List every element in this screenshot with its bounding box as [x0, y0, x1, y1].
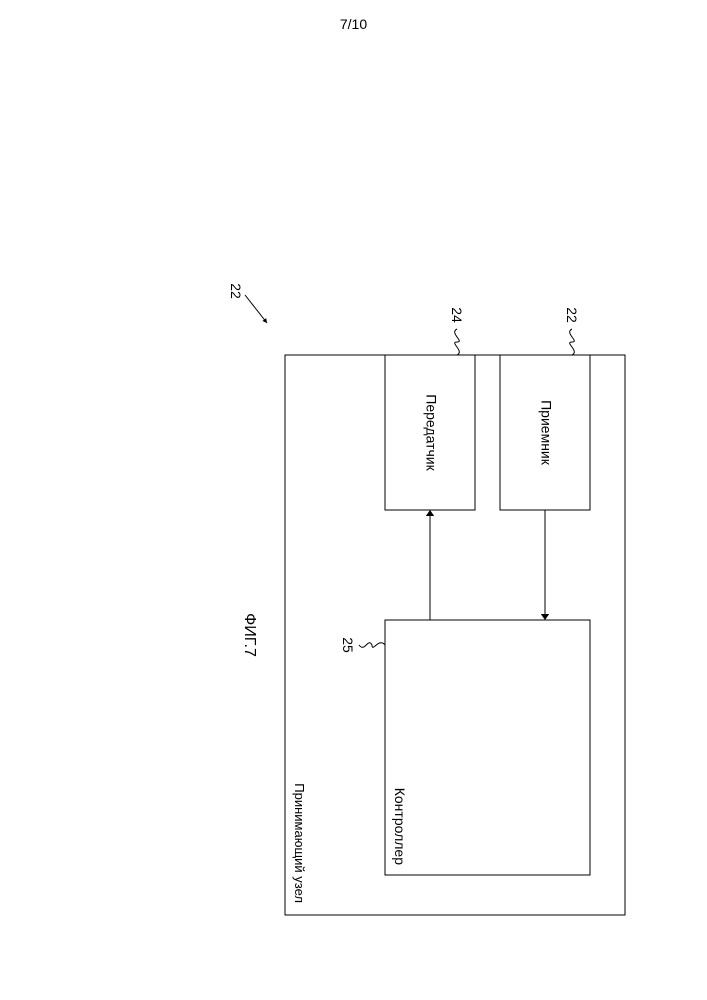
diagram-stage: Принимающий узел Приемник 22 Передатчик …	[0, 225, 685, 710]
transmitter-leader	[455, 329, 460, 355]
receiver-leader	[570, 329, 575, 355]
transmitter-ref: 24	[449, 307, 465, 323]
outer-ref-number: 22	[228, 283, 244, 299]
controller-box	[385, 620, 590, 875]
figure-label: ФИГ.7	[241, 613, 258, 657]
page: 7/10 Принимающий узел Приемник 22 Переда…	[0, 0, 707, 1000]
outer-ref-arrow	[245, 295, 267, 323]
block-diagram: Принимающий узел Приемник 22 Передатчик …	[200, 225, 685, 970]
controller-label: Контроллер	[392, 788, 408, 865]
receiver-label: Приемник	[538, 400, 554, 466]
receiving-node-label: Принимающий узел	[292, 783, 307, 903]
controller-ref: 25	[340, 637, 356, 653]
transmitter-label: Передатчик	[423, 394, 439, 471]
page-number: 7/10	[0, 16, 707, 32]
receiver-ref: 22	[564, 307, 580, 323]
